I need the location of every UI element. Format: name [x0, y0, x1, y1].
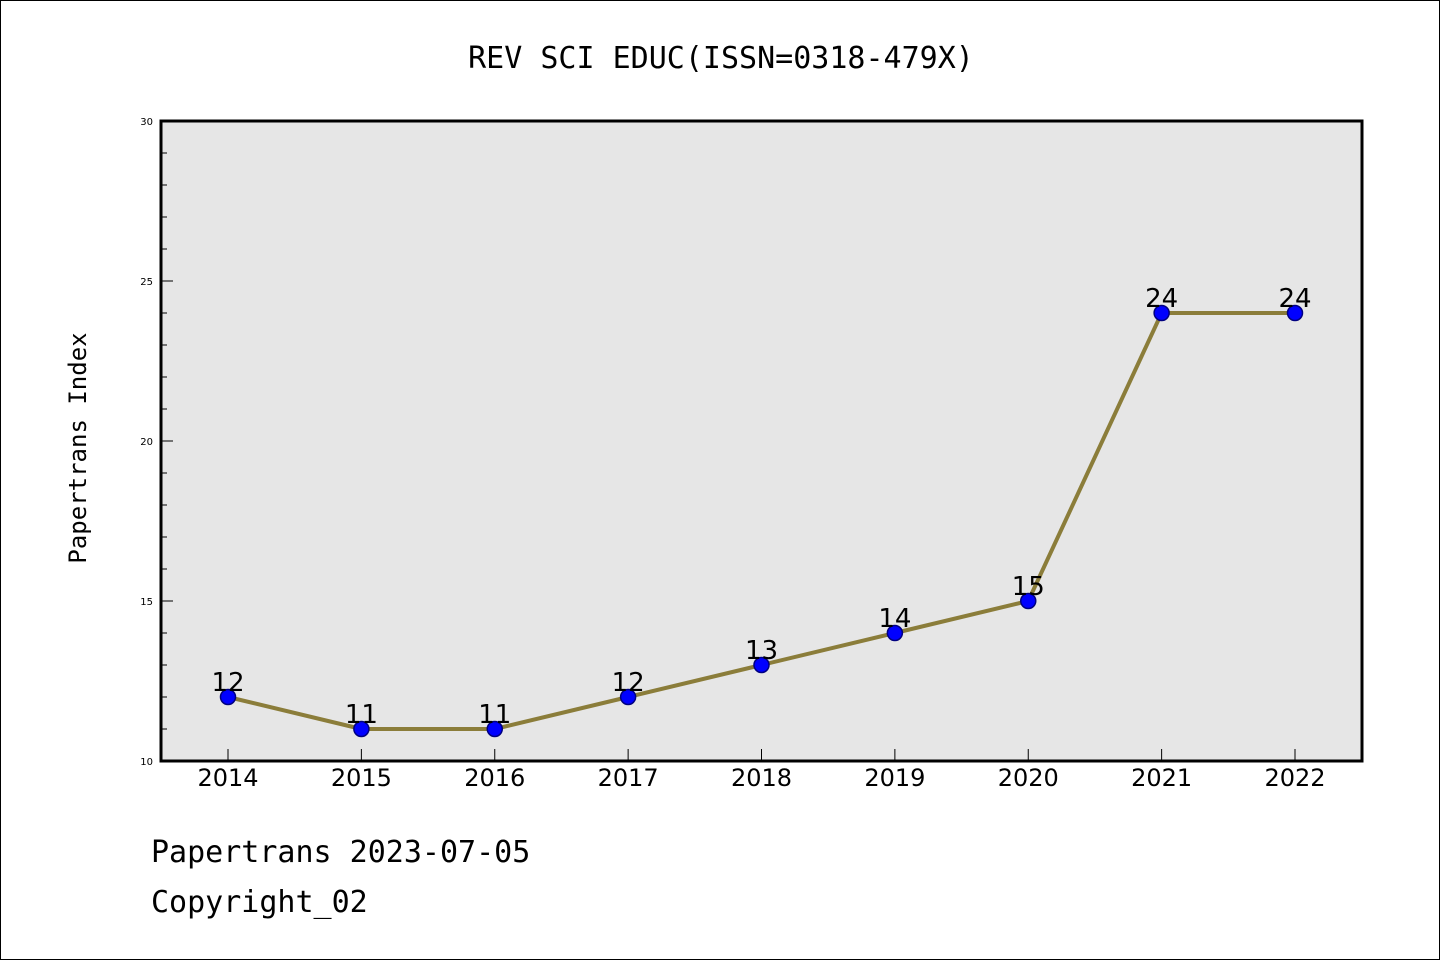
x-tick-label: 2019 [864, 764, 925, 792]
footer-date-line: Papertrans 2023-07-05 [151, 835, 531, 870]
y-axis-label: Papertrans Index [64, 332, 92, 563]
data-label: 12 [612, 668, 645, 698]
y-tick-label: 15 [140, 597, 153, 608]
y-tick-label: 10 [140, 757, 153, 768]
data-label: 24 [1278, 284, 1311, 314]
data-point [886, 624, 904, 642]
y-tick-label: 20 [140, 437, 153, 448]
y-tick-label: 25 [140, 277, 153, 288]
data-point [1286, 304, 1304, 322]
y-tick-label: 30 [140, 117, 153, 128]
footer-copyright-line: Copyright_02 [151, 885, 368, 920]
x-tick-label: 2020 [998, 764, 1059, 792]
data-label: 11 [478, 700, 511, 730]
data-point [219, 688, 237, 706]
x-tick-label: 2022 [1264, 764, 1325, 792]
x-tick-label: 2021 [1131, 764, 1192, 792]
data-point [353, 720, 370, 738]
data-point [486, 720, 503, 738]
data-label: 12 [211, 668, 244, 698]
x-tick-label: 2018 [731, 764, 792, 792]
data-label: 24 [1145, 284, 1178, 314]
chart-title: REV SCI EDUC(ISSN=0318-479X) [468, 41, 974, 76]
plot-area [159, 119, 1364, 763]
data-label: 11 [345, 700, 378, 730]
data-point [1020, 592, 1037, 610]
data-point [1153, 304, 1170, 322]
x-tick-label: 2017 [598, 764, 659, 792]
y-axis-ticks: 10 15 20 25 30 [140, 117, 173, 768]
data-point [753, 656, 770, 674]
data-label: 14 [878, 604, 911, 634]
data-label: 15 [1012, 572, 1045, 602]
data-labels: 12 11 11 12 13 14 15 24 24 [211, 284, 1311, 730]
data-label: 13 [745, 636, 778, 666]
x-tick-label: 2016 [464, 764, 525, 792]
data-point [619, 688, 637, 706]
data-markers [219, 304, 1304, 738]
x-axis-ticks: 2014 2015 2016 2017 2018 2019 2020 2021 2022 [197, 749, 1326, 792]
x-tick-label: 2014 [197, 764, 258, 792]
x-tick-label: 2015 [331, 764, 392, 792]
